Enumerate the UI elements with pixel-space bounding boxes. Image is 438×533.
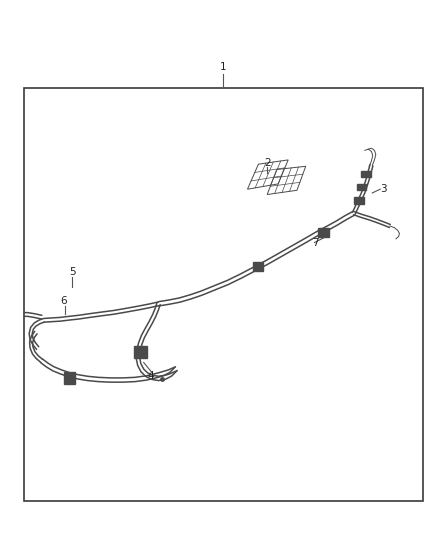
- Text: 6: 6: [60, 296, 67, 306]
- Text: 1: 1: [220, 62, 227, 71]
- Text: 2: 2: [264, 158, 271, 167]
- Text: 7: 7: [312, 238, 319, 247]
- Text: 5: 5: [69, 267, 76, 277]
- Text: 4: 4: [148, 371, 155, 381]
- Bar: [361, 171, 371, 177]
- Text: 3: 3: [380, 184, 387, 194]
- Bar: [318, 228, 329, 237]
- Bar: [354, 197, 364, 204]
- Bar: [134, 346, 147, 358]
- FancyBboxPatch shape: [24, 88, 423, 501]
- Bar: [357, 184, 366, 190]
- Bar: [64, 372, 75, 384]
- Bar: [253, 262, 263, 271]
